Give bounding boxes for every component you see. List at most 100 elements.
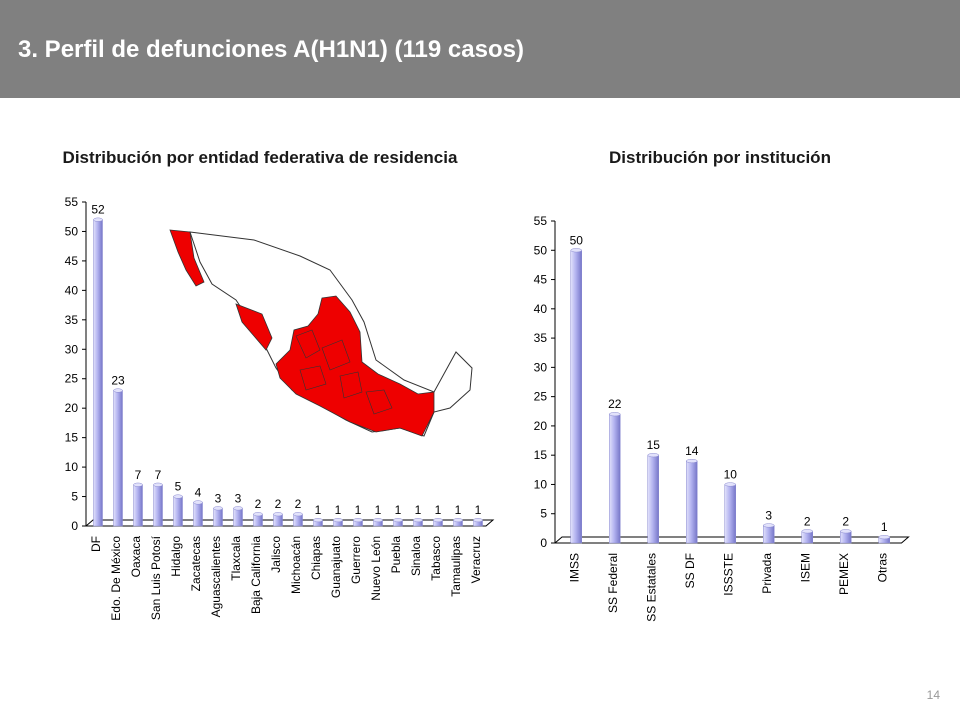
- y-tick-label: 45: [65, 254, 79, 268]
- data-label: 3: [765, 508, 772, 522]
- category-label: ISEM: [798, 553, 812, 582]
- y-tick-label: 55: [65, 195, 79, 209]
- bar: [724, 484, 736, 544]
- data-label: 5: [175, 480, 182, 494]
- y-tick-label: 20: [65, 401, 79, 415]
- chart2-title: Distribución por institución: [609, 148, 831, 167]
- data-label: 2: [295, 497, 302, 511]
- data-label: 1: [881, 520, 888, 534]
- data-label: 7: [135, 468, 142, 482]
- bar-cap: [93, 217, 103, 222]
- y-tick-label: 40: [65, 283, 79, 297]
- y-tick-label: 50: [534, 243, 548, 257]
- category-label: SS Federal: [606, 553, 620, 613]
- y-tick-label: 25: [534, 390, 548, 404]
- data-label: 1: [315, 503, 322, 517]
- data-label: 3: [235, 491, 242, 505]
- y-tick-label: 25: [65, 372, 79, 386]
- data-label: 2: [804, 514, 811, 528]
- bar: [647, 454, 659, 544]
- y-tick-label: 0: [71, 519, 78, 533]
- bar-cap: [113, 388, 123, 393]
- category-label: IMSS: [567, 553, 581, 582]
- state-border: [339, 371, 363, 399]
- baja-california-region: [169, 229, 205, 287]
- bar-cap: [686, 458, 698, 464]
- category-label: Puebla: [389, 536, 403, 574]
- x-axis-floor: [553, 536, 910, 544]
- data-label: 1: [355, 503, 362, 517]
- category-label: Edo. De México: [109, 536, 123, 621]
- sinaloa-region: [235, 303, 273, 351]
- category-label: Guerrero: [349, 536, 363, 584]
- bar-cap: [609, 412, 621, 417]
- x-axis-floor: [84, 519, 495, 527]
- data-label: 2: [842, 514, 849, 528]
- y-tick-label: 30: [65, 342, 79, 356]
- y-tick-label: 15: [65, 431, 79, 445]
- category-label: Tabasco: [429, 536, 443, 581]
- bar: [570, 250, 582, 544]
- state-border: [365, 389, 393, 415]
- category-label: Tlaxcala: [229, 536, 243, 581]
- y-tick-label: 55: [534, 214, 548, 228]
- category-label: Baja California: [249, 536, 263, 614]
- category-label: Privada: [760, 553, 774, 594]
- bar-cap: [173, 494, 183, 499]
- y-tick-label: 5: [71, 490, 78, 504]
- data-label: 22: [608, 397, 622, 411]
- bar-cap: [393, 518, 403, 523]
- bar-cap: [313, 518, 323, 523]
- data-label: 52: [91, 203, 105, 217]
- bar-cap: [153, 482, 163, 487]
- y-tick-label: 45: [534, 273, 548, 287]
- category-label: ISSSTE: [721, 553, 735, 596]
- data-label: 4: [195, 485, 202, 499]
- y-tick-label: 15: [534, 448, 548, 462]
- category-label: San Luis Potosí: [149, 535, 163, 620]
- category-label: Chiapas: [309, 536, 323, 580]
- y-tick-label: 35: [65, 313, 79, 327]
- data-label: 2: [255, 497, 262, 511]
- data-label: 50: [570, 233, 584, 247]
- data-label: 1: [435, 503, 442, 517]
- category-label: Zacatecas: [189, 536, 203, 591]
- central-south-regions: [275, 295, 435, 437]
- bar-cap: [133, 482, 143, 487]
- bar: [763, 525, 775, 544]
- category-label: Aguascalientes: [209, 536, 223, 617]
- data-label: 10: [724, 467, 738, 481]
- category-label: Tamaulipas: [449, 536, 463, 597]
- category-label: SS DF: [683, 553, 697, 588]
- y-tick-label: 35: [534, 331, 548, 345]
- category-label: Veracruz: [469, 536, 483, 583]
- bar-cap: [453, 518, 463, 523]
- page-number: 14: [926, 688, 940, 702]
- category-label: Oaxaca: [129, 536, 143, 578]
- category-label: Hidalgo: [169, 536, 183, 577]
- data-label: 1: [395, 503, 402, 517]
- state-border: [299, 365, 327, 391]
- category-label: Jalisco: [269, 536, 283, 573]
- bar-cap: [763, 523, 775, 528]
- data-label: 1: [415, 503, 422, 517]
- bar-cap: [724, 482, 736, 487]
- data-label: 3: [215, 491, 222, 505]
- y-tick-label: 10: [65, 460, 79, 474]
- category-label: DF: [89, 536, 103, 552]
- category-label: Sinaloa: [409, 536, 423, 576]
- y-tick-label: 0: [540, 536, 547, 550]
- bar-cap: [333, 518, 343, 523]
- data-label: 15: [647, 438, 661, 452]
- bar-cap: [570, 248, 582, 253]
- state-border: [321, 339, 351, 371]
- y-tick-label: 50: [65, 224, 79, 238]
- data-label: 7: [155, 468, 162, 482]
- mexico-map: [169, 229, 473, 437]
- data-label: 23: [111, 374, 125, 388]
- category-label: Otras: [875, 553, 889, 582]
- data-label: 14: [685, 444, 699, 458]
- bar-cap: [647, 453, 659, 458]
